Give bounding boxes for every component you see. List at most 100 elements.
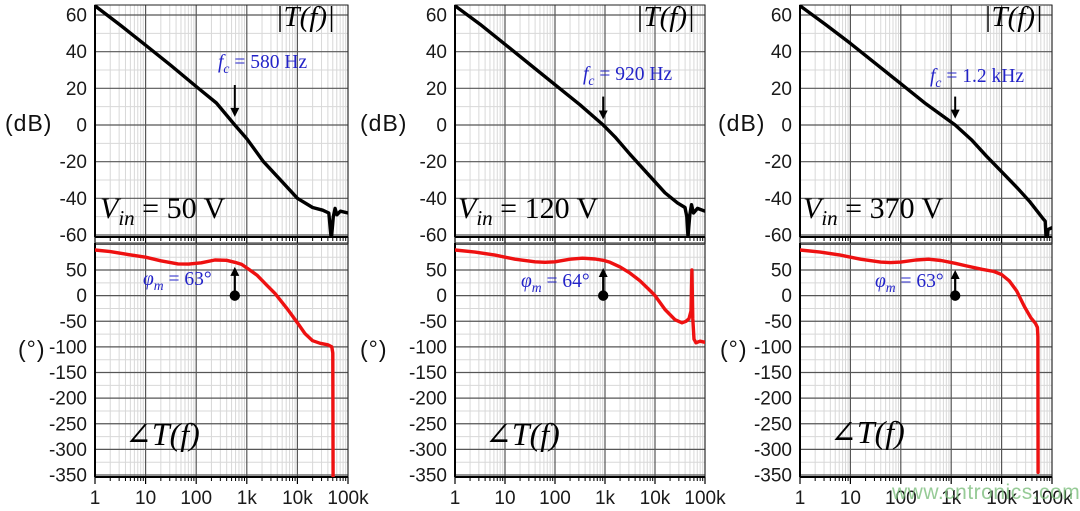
y-tick-label: 0	[76, 286, 87, 307]
magnitude-title: |T(f)|	[983, 1, 1043, 33]
y-tick-label: -350	[49, 466, 87, 487]
x-tick-label: 10k	[986, 488, 1017, 509]
y-tick-label: 20	[426, 79, 447, 100]
phase-margin-dot	[949, 290, 961, 301]
x-tick-label: 100	[539, 488, 571, 509]
deg-unit-label: (°)	[720, 336, 748, 362]
y-tick-label: -200	[754, 389, 792, 410]
y-tick-labels: 50 0 -50 -100 -150 -200 -250 -300 -350	[409, 261, 447, 487]
y-tick-label: -250	[409, 414, 447, 435]
x-tick-label: 100	[180, 488, 212, 509]
crossover-freq-annotation: fc = 1.2 kHz	[930, 66, 1024, 91]
phase-title: ∠T(f)	[125, 416, 200, 452]
grid	[454, 243, 706, 477]
y-tick-label: -20	[60, 152, 87, 173]
y-tick-labels: 60 40 20 0 -20 -40 -60	[60, 6, 87, 247]
x-tick-label: 100	[885, 488, 917, 509]
y-tick-label: -300	[409, 440, 447, 461]
fc-symbol: f	[930, 66, 936, 87]
magnitude-curve	[800, 5, 1052, 237]
phase-curve	[95, 248, 335, 477]
fc-symbol: f	[583, 64, 589, 85]
y-tick-label: 40	[426, 42, 447, 63]
vin-subscript: in	[118, 206, 135, 230]
y-tick-labels: 60 40 20 0 -20 -40 -60	[765, 6, 792, 247]
vin-subscript: in	[821, 206, 838, 230]
fc-subscript: c	[935, 74, 942, 90]
plots-svg-vin-120v: 60 40 20 0 -20 -40 -60 50 0 -50 -100 -150 -200 -250 -3…	[409, 4, 726, 509]
y-tick-label: 0	[436, 286, 447, 307]
y-tick-label: 0	[781, 286, 792, 307]
y-tick-label: 50	[771, 261, 792, 282]
y-tick-label: 0	[436, 115, 447, 136]
y-tick-label: -150	[754, 363, 792, 384]
crossover-freq-annotation: fc = 920 Hz	[583, 64, 672, 89]
x-tick-label: 10k	[282, 488, 313, 509]
phase-title: ∠T(f)	[830, 414, 905, 450]
vin-label: Vin = 50 V	[100, 192, 225, 231]
magnitude-curve	[95, 5, 348, 237]
plots-svg-vin-370v: 60 40 20 0 -20 -40 -60 50 0 -50 -100 -150 -200 -250 -3…	[754, 4, 1073, 509]
y-tick-label: -350	[754, 466, 792, 487]
crossover-arrow	[598, 96, 608, 120]
y-tick-label: 40	[66, 42, 87, 63]
x-tick-label: 1k	[941, 488, 962, 509]
arrow-head-up-icon	[950, 270, 960, 279]
crossover-freq-annotation: fc = 580 Hz	[218, 52, 307, 77]
phase-margin-marker	[229, 266, 241, 301]
x-axis-ticks	[454, 237, 706, 244]
y-tick-label: -50	[420, 312, 447, 333]
x-tick-label: 1k	[237, 488, 258, 509]
vin-symbol: V	[100, 192, 119, 225]
y-tick-label: -40	[60, 189, 87, 210]
y-tick-label: -40	[420, 189, 447, 210]
y-tick-label: 20	[771, 79, 792, 100]
crossover-arrow	[230, 85, 240, 117]
bode-column-vin-50v: 60 40 20 0 -20 -40 -60 50 0 -50 -100 -150 -200 -250 -3…	[0, 0, 369, 511]
deg-unit-label: (°)	[18, 336, 46, 362]
y-tick-label: -350	[409, 466, 447, 487]
crossover-arrow	[950, 96, 960, 119]
magnitude-vin-370v: 60 40 20 0 -20 -40 -60	[765, 4, 1053, 247]
fc-value: = 920 Hz	[594, 64, 673, 85]
y-tick-label: -60	[60, 225, 87, 246]
x-tick-label: 10k	[640, 488, 671, 509]
watermark: www.cntronics.com	[892, 481, 1080, 504]
pm-value: = 63°	[163, 269, 212, 290]
x-tick-label: 1	[90, 488, 101, 509]
y-tick-label: -100	[49, 337, 87, 358]
y-tick-label: -150	[49, 363, 87, 384]
y-tick-label: -20	[420, 152, 447, 173]
y-tick-label: -250	[754, 414, 792, 435]
x-tick-label: 10	[135, 488, 156, 509]
vin-value: = 50 V	[134, 192, 226, 225]
vin-symbol: V	[803, 192, 822, 225]
magnitude-vin-50v: 60 40 20 0 -20 -40 -60	[60, 4, 349, 247]
arrow-head-down-icon	[598, 110, 608, 120]
pm-symbol: φ	[875, 271, 886, 292]
y-tick-label: -40	[765, 189, 792, 210]
arrow-head-up-icon	[598, 267, 608, 277]
phase-curve	[455, 248, 705, 345]
y-tick-label: -100	[409, 337, 447, 358]
fc-symbol: f	[218, 52, 224, 73]
y-tick-label: 40	[771, 42, 792, 63]
x-tick-label: 100k	[327, 488, 369, 509]
fc-subscript: c	[588, 72, 595, 88]
y-tick-label: -60	[765, 225, 792, 246]
x-tick-label: 10	[494, 488, 515, 509]
arrow-head-down-icon	[230, 107, 240, 117]
y-tick-label: 0	[781, 115, 792, 136]
x-tick-label: 1k	[595, 488, 616, 509]
plots-svg-vin-50v: 60 40 20 0 -20 -40 -60 50 0 -50 -100 -150 -200 -250 -3…	[49, 4, 369, 509]
pm-value: = 64°	[541, 271, 590, 292]
phase-curve	[800, 248, 1040, 475]
y-tick-label: 0	[76, 115, 87, 136]
vin-label: Vin = 120 V	[458, 192, 598, 231]
y-tick-label: -300	[49, 440, 87, 461]
x-tick-labels: 1 10 100 1k 10k 100k	[90, 488, 369, 509]
y-tick-label: -20	[765, 152, 792, 173]
phase-margin-dot	[598, 290, 609, 301]
phase-margin-dot	[229, 290, 241, 301]
